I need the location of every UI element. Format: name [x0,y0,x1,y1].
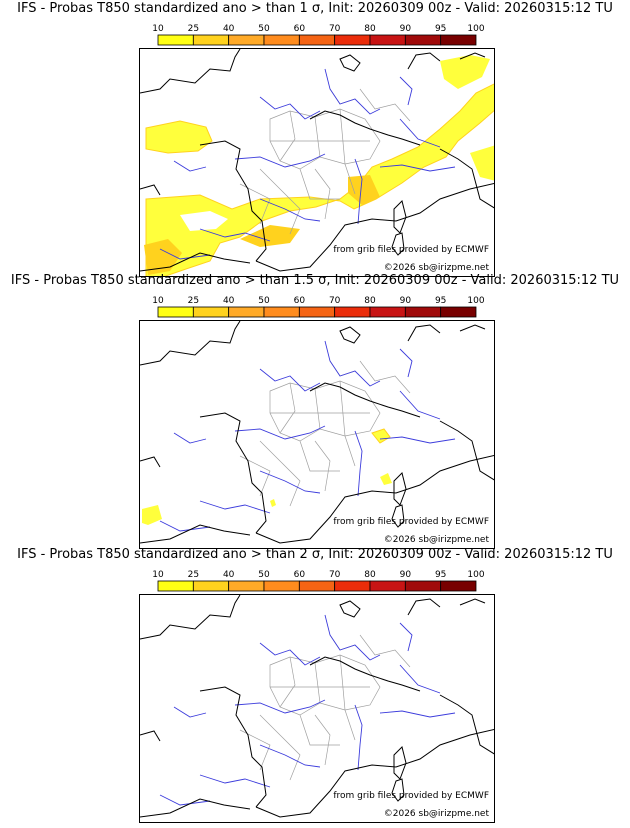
colorbar-tick-label: 80 [364,570,376,580]
colorbar-tick-label: 90 [400,24,412,34]
source-credit: from grib files provided by ECMWF [333,245,489,255]
colorbar-tick-label: 25 [188,296,199,306]
colorbar-tick-label: 50 [258,570,270,580]
colorbar-tick-label: 80 [364,296,376,306]
panel-title: IFS - Probas T850 standardized ano > tha… [17,547,613,562]
colorbar: 10 25 40 50 60 70 80 90 95 100 [152,24,485,46]
copyright-credit: ©2026 sb@irizpme.net [383,263,489,273]
colorbar-swatch [404,580,442,592]
colorbar-swatch [334,34,371,46]
colorbar: 10 25 40 50 60 70 80 90 95 100 [152,296,485,318]
map-frame: from grib files provided by ECMWF ©2026 … [139,48,495,277]
colorbar-swatch [404,306,442,318]
colorbar-swatch [192,34,230,46]
panel-title: IFS - Probas T850 standardized ano > tha… [17,1,613,16]
colorbar-swatch [440,306,477,318]
colorbar-tick-label: 40 [223,24,235,34]
colorbar-tick-label: 40 [223,296,235,306]
colorbar-swatch [298,580,336,592]
colorbar-tick-label: 95 [435,296,446,306]
colorbar-swatch [298,306,336,318]
colorbar-swatch [157,306,194,318]
colorbar-tick-label: 40 [223,570,235,580]
colorbar-tick-label: 25 [188,24,199,34]
colorbar-tick-label: 10 [152,296,164,306]
probability-fill-1sigma [144,55,494,276]
colorbar-swatch [228,580,265,592]
map-frame: from grib files provided by ECMWF ©2026 … [139,320,495,549]
colorbar-tick-label: 90 [400,296,412,306]
colorbar-tick-label: 90 [400,570,412,580]
colorbar-swatch [404,34,442,46]
colorbar-swatch [334,580,371,592]
map-panel-2sigma: IFS - Probas T850 standardized ano > tha… [0,546,630,823]
colorbar-tick-label: 50 [258,24,270,34]
colorbar-tick-label: 10 [152,570,164,580]
map-canvas [140,49,494,276]
colorbar-tick-label: 95 [435,24,446,34]
colorbar-tick-label: 80 [364,24,376,34]
colorbar-swatch [192,306,230,318]
colorbar-swatch [192,580,230,592]
colorbar-swatch [157,34,194,46]
colorbar-swatch [334,306,371,318]
source-credit: from grib files provided by ECMWF [333,791,489,801]
colorbar-tick-label: 60 [294,24,306,34]
copyright-credit: ©2026 sb@irizpme.net [383,809,489,819]
colorbar-swatch [228,34,265,46]
colorbar-swatch [263,306,300,318]
colorbar-tick-label: 95 [435,570,446,580]
colorbar-tick-label: 70 [329,296,341,306]
colorbar-tick-label: 100 [467,296,484,306]
colorbar-swatch [263,34,300,46]
colorbar-tick-label: 100 [467,24,484,34]
colorbar-swatch [440,34,477,46]
map-frame: from grib files provided by ECMWF ©2026 … [139,594,495,823]
map-panel-1sigma: IFS - Probas T850 standardized ano > tha… [0,0,630,277]
colorbar-tick-label: 70 [329,24,341,34]
colorbar-swatch [369,580,406,592]
map-canvas [140,595,494,818]
source-credit: from grib files provided by ECMWF [333,517,489,527]
colorbar-swatch [369,306,406,318]
colorbar-swatch [263,580,300,592]
colorbar-swatch [298,34,336,46]
colorbar-swatch [157,580,194,592]
colorbar-tick-label: 50 [258,296,270,306]
colorbar-tick-label: 60 [294,570,306,580]
map-canvas [140,321,494,544]
colorbar-swatch [369,34,406,46]
colorbar-tick-label: 10 [152,24,164,34]
colorbar-tick-label: 25 [188,570,199,580]
panel-title: IFS - Probas T850 standardized ano > tha… [10,273,620,288]
copyright-credit: ©2026 sb@irizpme.net [383,535,489,545]
colorbar: 10 25 40 50 60 70 80 90 95 100 [152,570,485,592]
map-panel-1-5sigma: IFS - Probas T850 standardized ano > tha… [0,272,630,549]
colorbar-tick-label: 100 [467,570,484,580]
colorbar-swatch [228,306,265,318]
probability-fill-1-5sigma [142,428,392,525]
colorbar-tick-label: 70 [329,570,341,580]
colorbar-swatch [440,580,477,592]
colorbar-tick-label: 60 [294,296,306,306]
